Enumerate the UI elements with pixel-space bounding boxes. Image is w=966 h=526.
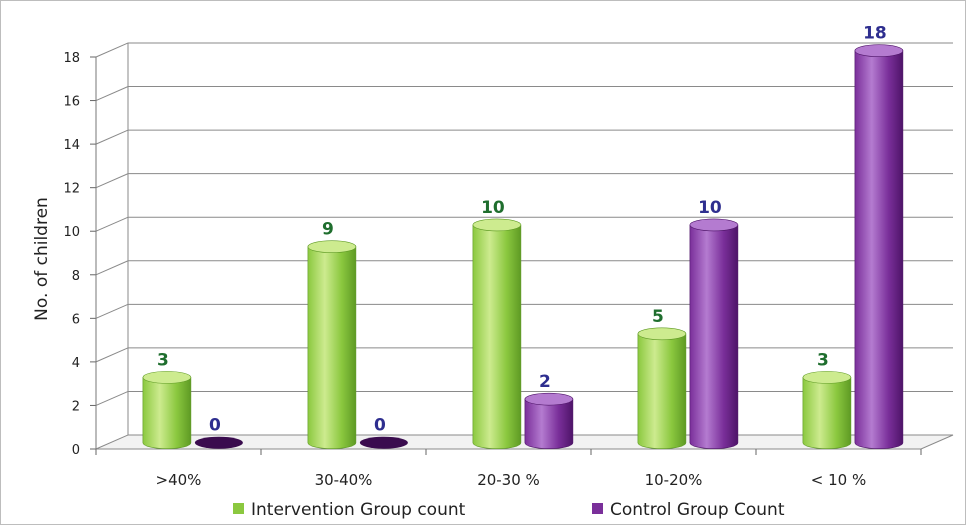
bar-intervention-1 bbox=[307, 240, 357, 449]
axis-layer: 0 2 4 6 8 10 12 14 16 18 >40% 30-40% 20-30 % 10-20% < … bbox=[63, 43, 922, 489]
gridline bbox=[95, 303, 953, 319]
data-label-intervention: 9 bbox=[322, 220, 334, 240]
y-tick-label: 14 bbox=[63, 138, 80, 153]
legend-swatch-control bbox=[592, 503, 603, 514]
y-tick-label: 12 bbox=[63, 182, 80, 197]
data-label-control: 0 bbox=[374, 416, 386, 436]
bar-body-control bbox=[689, 224, 739, 449]
bar-body-intervention bbox=[307, 246, 357, 449]
y-tick-label: 0 bbox=[72, 443, 80, 458]
bar-top-intervention bbox=[307, 240, 357, 253]
bar-control-2 bbox=[524, 392, 574, 449]
gridline bbox=[95, 86, 953, 102]
bar-intervention-0 bbox=[142, 371, 192, 449]
x-tick-label: 30-40% bbox=[315, 471, 373, 489]
gridline bbox=[95, 173, 953, 189]
gridline bbox=[95, 216, 953, 232]
bar-intervention-2 bbox=[472, 218, 522, 449]
data-label-intervention: 5 bbox=[652, 307, 664, 327]
y-axis-title: No. of children bbox=[32, 197, 52, 321]
bar-base-control bbox=[359, 436, 408, 449]
data-label-control: 0 bbox=[209, 416, 221, 436]
x-tick-label: 20-30 % bbox=[477, 471, 540, 489]
bar-top-control bbox=[524, 392, 574, 406]
bar-body-intervention bbox=[637, 333, 687, 449]
bar-top-control bbox=[854, 44, 904, 58]
bar-body-intervention bbox=[142, 377, 192, 449]
data-label-intervention: 10 bbox=[481, 198, 505, 218]
label-layer: 3 0 9 0 10 2 5 10 3 18 bbox=[157, 24, 887, 436]
y-tick-label: 6 bbox=[72, 312, 80, 327]
bar-top-control bbox=[689, 218, 739, 232]
bar-top-intervention bbox=[637, 327, 687, 341]
gridline bbox=[95, 42, 953, 58]
legend-swatch-intervention bbox=[233, 503, 244, 514]
bar-base-control bbox=[194, 436, 243, 449]
x-tick-label: 10-20% bbox=[645, 471, 703, 489]
bar-control-1 bbox=[359, 436, 408, 449]
bar-body-control bbox=[524, 398, 574, 449]
bar-top-intervention bbox=[142, 371, 192, 384]
x-tick-label: < 10 % bbox=[811, 471, 866, 489]
legend-label-control: Control Group Count bbox=[610, 500, 785, 520]
gridline bbox=[95, 260, 953, 276]
bar-control-0 bbox=[194, 436, 243, 449]
bar-top-intervention bbox=[802, 371, 852, 384]
x-tick-label: >40% bbox=[156, 471, 202, 489]
y-tick-label: 16 bbox=[63, 95, 80, 110]
bar-control-3 bbox=[689, 218, 739, 449]
bar-layer bbox=[142, 44, 904, 449]
y-tick-label: 18 bbox=[63, 51, 80, 66]
y-tick-label: 10 bbox=[63, 225, 80, 240]
bar-intervention-3 bbox=[637, 327, 687, 449]
y-tick-label: 4 bbox=[72, 356, 80, 371]
bar-body-control bbox=[854, 50, 904, 449]
data-label-control: 2 bbox=[539, 372, 551, 392]
data-label-intervention: 3 bbox=[157, 350, 169, 370]
legend: Intervention Group count Control Group C… bbox=[233, 500, 785, 520]
data-label-intervention: 3 bbox=[817, 350, 829, 370]
bar-body-intervention bbox=[472, 224, 522, 449]
legend-label-intervention: Intervention Group count bbox=[251, 500, 466, 520]
gridline bbox=[95, 129, 953, 145]
bar-body-intervention bbox=[802, 377, 852, 449]
bar-top-intervention bbox=[472, 218, 522, 232]
bar-intervention-4 bbox=[802, 371, 852, 449]
bar-control-4 bbox=[854, 44, 904, 449]
y-tick-label: 2 bbox=[72, 399, 80, 414]
y-tick-label: 8 bbox=[72, 269, 80, 284]
data-label-control: 10 bbox=[698, 198, 722, 218]
data-label-control: 18 bbox=[863, 24, 887, 44]
